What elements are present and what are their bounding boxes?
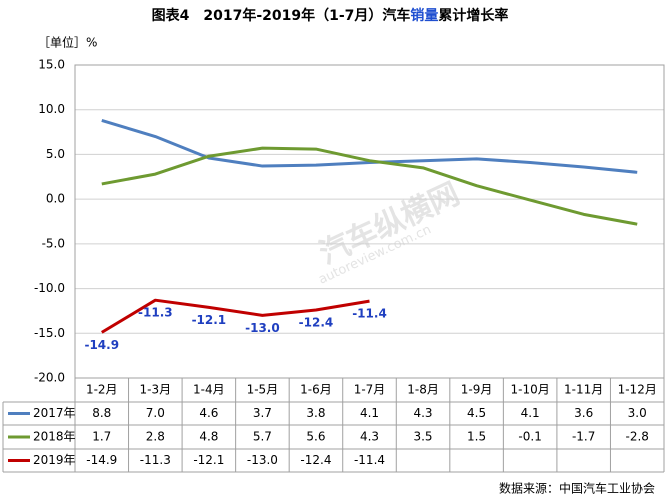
table-cell: 4.6 (199, 406, 218, 420)
y-tick-label: -15.0 (34, 326, 65, 340)
y-tick-label: -10.0 (34, 281, 65, 295)
table-cell: 4.8 (199, 430, 218, 444)
table-cell: -11.3 (140, 453, 171, 467)
legend-label: 2019年 (33, 453, 76, 467)
chart-title: 图表4 2017年-2019年（1-7月）汽车销量累计增长率 (152, 7, 509, 24)
table-cell: -1.7 (572, 430, 595, 444)
table-cell: 8.8 (92, 406, 111, 420)
x-tick-label: 1-12月 (618, 383, 657, 397)
table-cell: -14.9 (86, 453, 117, 467)
data-label: -12.4 (299, 316, 334, 330)
data-label: -12.1 (192, 313, 227, 327)
y-tick-label: 0.0 (46, 192, 65, 206)
series-line (101, 146, 638, 226)
source-label: 数据来源：中国汽车工业协会 (499, 481, 655, 496)
x-tick-label: 1-6月 (300, 383, 332, 397)
y-tick-label: -5.0 (42, 236, 65, 250)
table-cell: -0.1 (518, 430, 541, 444)
x-tick-label: 1-9月 (461, 383, 493, 397)
table-cell: 4.3 (413, 406, 432, 420)
y-tick-label: 5.0 (46, 147, 65, 161)
data-label: -13.0 (245, 321, 280, 335)
legend-label: 2017年 (33, 406, 76, 420)
table-cell: -13.0 (247, 453, 278, 467)
table-cell: 4.1 (521, 406, 540, 420)
table-cell: 5.7 (253, 430, 272, 444)
table-cell: 4.3 (360, 430, 379, 444)
series-line (101, 119, 638, 174)
table-cell: 3.6 (574, 406, 593, 420)
title-part: 图表4 2017年-2019年（1-7月）汽车 (152, 7, 411, 24)
title-highlight: 销量 (410, 7, 438, 24)
x-tick-label: 1-4月 (193, 383, 225, 397)
table-cell: 1.7 (92, 430, 111, 444)
legend-label: 2018年 (33, 430, 76, 444)
y-tick-label: 10.0 (38, 102, 65, 116)
x-tick-label: 1-3月 (140, 383, 172, 397)
table-cell: 5.6 (306, 430, 325, 444)
table-cell: 3.7 (253, 406, 272, 420)
table-cell: 3.8 (306, 406, 325, 420)
x-tick-label: 1-8月 (407, 383, 439, 397)
table-cell: -2.8 (626, 430, 649, 444)
y-tick-label: 15.0 (38, 58, 65, 72)
x-tick-label: 1-11月 (564, 383, 603, 397)
x-tick-label: 1-2月 (86, 383, 118, 397)
title-part: 累计增长率 (438, 7, 508, 24)
table-cell: 1.5 (467, 430, 486, 444)
data-label: -14.9 (84, 338, 119, 352)
table-cell: 4.1 (360, 406, 379, 420)
table-cell: 4.5 (467, 406, 486, 420)
x-tick-label: 1-7月 (354, 383, 386, 397)
unit-label: ［单位］% (38, 35, 97, 50)
table-cell: -11.4 (354, 453, 385, 467)
series-line (101, 298, 370, 334)
table-cell: -12.4 (300, 453, 331, 467)
x-tick-label: 1-10月 (511, 383, 550, 397)
table-cell: 3.0 (628, 406, 647, 420)
watermark: 汽车纵横网 (314, 177, 465, 272)
table-cell: -12.1 (193, 453, 224, 467)
data-label: -11.4 (352, 307, 387, 321)
x-tick-label: 1-5月 (247, 383, 279, 397)
table-cell: 3.5 (413, 430, 432, 444)
table-cell: 2.8 (146, 430, 165, 444)
data-label: -11.3 (138, 306, 173, 320)
y-tick-label: -20.0 (34, 371, 65, 385)
table-cell: 7.0 (146, 406, 165, 420)
